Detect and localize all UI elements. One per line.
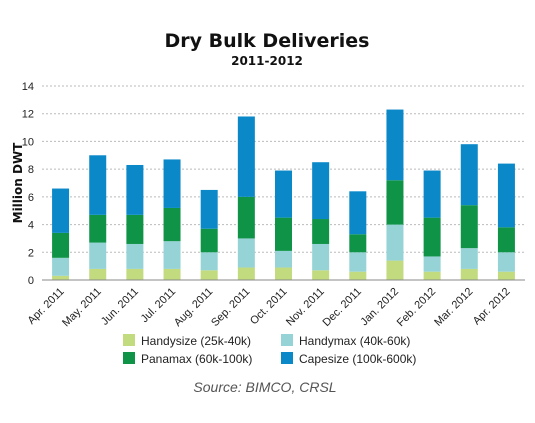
- x-tick-label: Dec. 2011: [321, 286, 364, 329]
- bars: [52, 109, 515, 280]
- legend-swatch-0: [123, 334, 135, 346]
- bar-segment-3-1: [89, 155, 107, 215]
- x-tick-label: Feb. 2012: [395, 286, 439, 330]
- x-tick-label: Nov. 2011: [284, 286, 327, 329]
- bar-segment-0-8: [349, 271, 367, 280]
- bar-segment-1-11: [460, 248, 478, 269]
- chart-title: Dry Bulk Deliveries: [165, 30, 370, 52]
- bar-segment-2-0: [52, 232, 70, 258]
- x-tick-label: Jun. 2011: [99, 286, 141, 328]
- bar-segment-3-9: [386, 109, 404, 181]
- legend-label-2: Panamax (60k-100k): [141, 352, 252, 366]
- bar-segment-0-12: [497, 271, 515, 280]
- bar-segment-3-6: [275, 170, 292, 218]
- bar-segment-2-1: [89, 214, 107, 243]
- chart-subtitle: 2011-2012: [231, 54, 303, 68]
- bar-segment-3-12: [497, 163, 515, 228]
- bar-segment-2-4: [200, 228, 218, 253]
- y-tick-label: 12: [22, 109, 34, 121]
- bar-segment-3-7: [312, 162, 330, 220]
- x-tick-label: Aug. 2011: [172, 286, 215, 329]
- bar-segment-1-10: [423, 256, 441, 272]
- x-tick-label: Oct. 2011: [248, 286, 290, 328]
- bar-segment-0-1: [89, 268, 107, 280]
- legend-label-1: Handymax (40k-60k): [299, 334, 410, 348]
- bar-segment-1-4: [200, 252, 218, 271]
- y-tick-label: 4: [28, 220, 34, 232]
- y-tick-label: 8: [28, 164, 34, 176]
- bar-segment-0-0: [52, 275, 70, 280]
- bar-segment-1-7: [312, 243, 330, 271]
- bar-segment-1-1: [89, 242, 107, 269]
- y-axis-label: Million DWT: [11, 142, 25, 224]
- bar-segment-1-12: [497, 252, 515, 272]
- bar-segment-0-5: [237, 267, 255, 280]
- source-note: Source: BIMCO, CRSL: [193, 379, 336, 395]
- bar-segment-2-5: [237, 196, 255, 239]
- y-tick-label: 2: [28, 247, 34, 259]
- bar-segment-2-3: [163, 207, 181, 242]
- y-tick-label: 14: [22, 81, 34, 93]
- y-tick-labels: 0 2 4 6 8 10 12 14: [22, 81, 34, 287]
- bar-segment-3-3: [163, 159, 181, 208]
- bar-segment-3-4: [200, 189, 218, 229]
- legend-swatch-1: [281, 334, 293, 346]
- x-tick-label: Apr. 2012: [471, 286, 513, 328]
- legend-label-3: Capesize (100k-600k): [299, 352, 416, 366]
- bar-segment-0-9: [386, 260, 404, 280]
- y-tick-label: 10: [22, 136, 34, 148]
- legend-swatch-3: [281, 352, 293, 364]
- bar-segment-0-10: [423, 271, 441, 280]
- bar-segment-0-3: [163, 268, 181, 280]
- bar-segment-0-11: [460, 268, 478, 280]
- bar-segment-1-0: [52, 257, 70, 276]
- bar-segment-3-5: [237, 116, 255, 197]
- bar-segment-2-6: [275, 217, 292, 251]
- x-tick-label: Mar. 2012: [432, 286, 475, 329]
- bar-segment-3-10: [423, 170, 441, 218]
- bar-segment-0-6: [275, 267, 292, 280]
- bar-segment-1-8: [349, 252, 367, 272]
- bar-segment-0-4: [200, 270, 218, 280]
- y-tick-label: 6: [28, 192, 34, 204]
- bar-segment-1-2: [126, 243, 144, 269]
- bar-segment-3-2: [126, 164, 144, 215]
- bar-segment-3-11: [460, 144, 478, 206]
- bar-segment-2-8: [349, 234, 367, 253]
- bar-segment-3-8: [349, 191, 367, 235]
- bar-segment-2-7: [312, 219, 330, 244]
- bar-segment-0-7: [312, 270, 330, 280]
- bar-segment-3-0: [52, 188, 70, 233]
- bar-segment-1-9: [386, 224, 404, 261]
- bar-segment-0-2: [126, 268, 144, 280]
- bar-segment-2-12: [497, 227, 515, 253]
- bar-segment-1-3: [163, 241, 181, 269]
- x-tick-label: May. 2011: [60, 286, 104, 330]
- x-tick-label: Sep. 2011: [209, 286, 252, 329]
- bar-segment-2-10: [423, 217, 441, 257]
- legend: Handysize (25k-40k) Handymax (40k-60k) Pan…: [123, 334, 416, 366]
- bar-segment-2-2: [126, 214, 144, 244]
- legend-label-0: Handysize (25k-40k): [141, 334, 251, 348]
- bar-segment-2-11: [460, 205, 478, 249]
- bar-segment-1-5: [237, 238, 255, 268]
- y-tick-label: 0: [28, 275, 34, 287]
- legend-swatch-2: [123, 352, 135, 364]
- bar-segment-1-6: [275, 250, 292, 268]
- bar-segment-2-9: [386, 180, 404, 225]
